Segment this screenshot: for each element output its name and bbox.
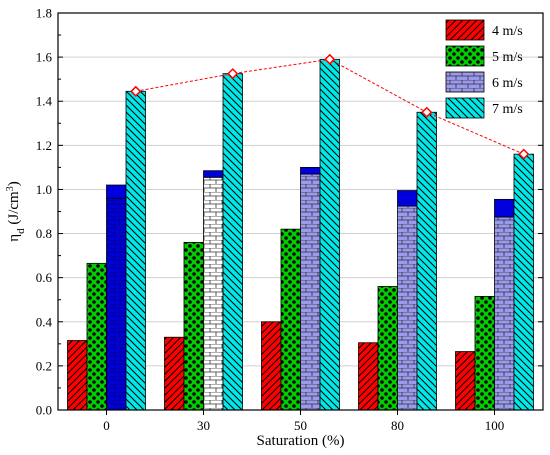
bar — [300, 173, 321, 411]
bar — [86, 262, 107, 411]
y-tick-label: 1.4 — [36, 94, 53, 109]
bar — [397, 205, 418, 411]
trend-line — [130, 53, 530, 160]
legend-label: 6 m/s — [492, 76, 523, 91]
bar-cap — [397, 190, 418, 207]
y-tick-label: 1.6 — [36, 50, 53, 65]
trend-marker — [518, 148, 530, 160]
legend-label: 7 m/s — [492, 102, 523, 117]
legend: 4 m/s 5 m/s 6 m/s 7 m/s — [445, 19, 523, 119]
x-tick-label: 80 — [391, 418, 404, 433]
bar — [377, 286, 398, 411]
bar — [474, 296, 495, 411]
legend-swatch — [445, 19, 485, 41]
trend-marker — [130, 85, 142, 97]
bar — [280, 228, 301, 411]
bar — [222, 73, 243, 411]
bar — [513, 153, 534, 411]
legend-swatch — [445, 97, 485, 119]
x-tick-label: 100 — [485, 418, 505, 433]
legend-label: 5 m/s — [492, 50, 523, 65]
y-axis-title: ηd (J/cm3) — [5, 181, 28, 241]
legend-swatch — [445, 45, 485, 67]
trend-marker — [421, 106, 433, 118]
y-axis-title-symbol: η — [6, 234, 22, 242]
x-tick-label: 0 — [103, 418, 110, 433]
bar-cap — [203, 170, 224, 178]
trend-marker — [227, 68, 239, 80]
axes: 0.0 0.2 0.4 0.6 0.8 1.0 1.2 1.4 1.6 1.8 0 30 50 80 100… — [5, 6, 544, 449]
bar — [67, 340, 88, 411]
legend-swatch — [445, 71, 485, 93]
bar — [164, 336, 185, 411]
bar — [125, 90, 146, 411]
x-axis-title: Saturation (%) — [257, 433, 345, 449]
bar — [455, 351, 476, 411]
bar — [261, 321, 282, 411]
bar — [183, 241, 204, 411]
bar — [494, 216, 515, 411]
y-tick-label: 0.2 — [36, 358, 52, 373]
y-axis-title-unit: (J/cm — [6, 191, 22, 228]
bar-cap — [300, 166, 321, 175]
bar — [358, 342, 379, 411]
y-axis-title-close: ) — [6, 181, 22, 186]
y-tick-label: 0.8 — [36, 226, 52, 241]
bar — [319, 58, 340, 411]
bar — [416, 111, 437, 411]
bar — [203, 176, 224, 411]
y-tick-label: 0.6 — [36, 270, 53, 285]
bar-cap — [106, 184, 127, 199]
y-tick-label: 0.4 — [36, 314, 53, 329]
trend-marker — [324, 53, 336, 65]
y-tick-label: 1.8 — [36, 6, 52, 21]
bar-cap — [494, 198, 515, 218]
y-tick-label: 0.0 — [36, 403, 52, 418]
y-tick-label: 1.2 — [36, 138, 52, 153]
y-tick-label: 1.0 — [36, 182, 52, 197]
y-axis-title-superscript: 3 — [5, 186, 16, 191]
bar — [106, 197, 127, 411]
x-tick-label: 30 — [197, 418, 210, 433]
legend-label: 4 m/s — [492, 24, 523, 39]
y-axis-title-subscript: d — [15, 228, 27, 234]
x-tick-label: 50 — [294, 418, 307, 433]
